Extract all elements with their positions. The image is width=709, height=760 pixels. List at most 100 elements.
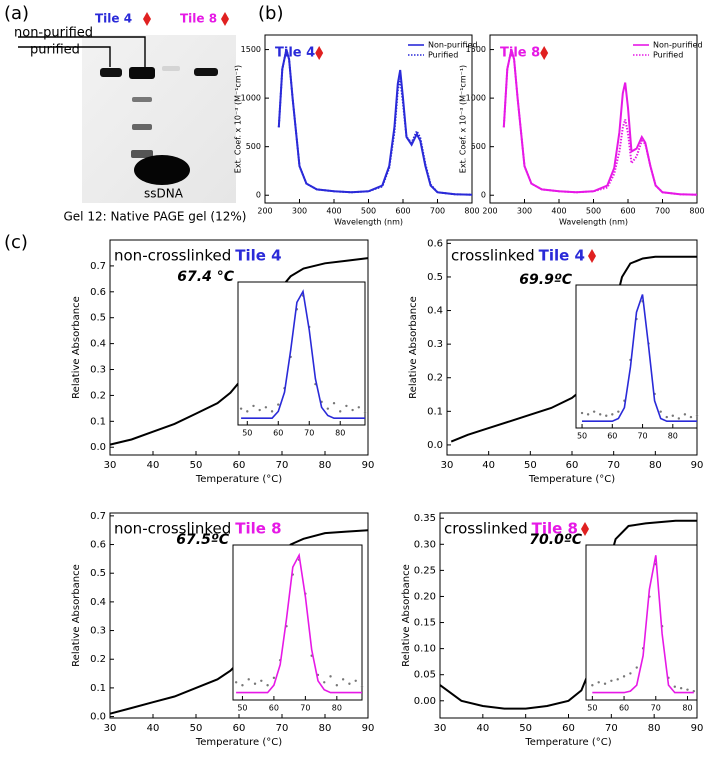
y-tick-label: 0.6 [427,238,443,249]
melting-temperature: 69.9ºC [519,272,572,288]
x-tick-label: 70 [276,460,289,471]
data-point [264,406,268,409]
y-tick-label: 1500 [466,45,486,54]
y-tick-label: 0.5 [90,568,106,579]
x-tick-label: 200 [482,207,497,216]
lane-label: Tile 4 [95,12,132,26]
x-tick-label: 700 [655,207,670,216]
y-tick-label: 0.4 [90,597,106,608]
chart-title: Tile 8 [500,46,540,61]
x-tick-label: 500 [361,207,376,216]
data-point [357,406,361,409]
gel-band [162,66,180,71]
chart-title-highlight: Tile 8 [532,520,578,538]
gel-band [129,67,155,79]
x-tick-label: 800 [689,207,704,216]
data-point [617,410,620,413]
melting-temperature: 67.5ºC [176,532,229,548]
y-axis-label: Relative Absorbance [401,564,412,667]
x-axis-label: Temperature (°C) [524,737,611,748]
x-tick-label: 70 [607,460,620,471]
data-point [241,684,244,687]
gel-band [194,68,218,76]
inset-frame [585,544,698,701]
y-tick-label: 0.15 [414,618,436,629]
data-point [270,410,274,413]
data-point [659,410,662,413]
x-tick-label: 90 [362,460,375,471]
melting-temperature: 70.0ºC [529,532,582,548]
chart-title-highlight: Tile 4 [539,247,585,265]
inset-background [233,545,362,700]
melting-temperature: 67.4 °C [177,269,234,285]
series-line [502,49,698,196]
gel-caption: Gel 12: Native PAGE gel (12%) [64,210,247,224]
y-tick-label: 0 [256,191,261,200]
x-tick-label: 60 [619,704,629,713]
x-tick-label: 40 [147,723,160,734]
x-tick-label: 40 [476,723,489,734]
data-point [326,407,330,410]
data-point [266,684,269,687]
x-axis-label: Temperature (°C) [528,474,615,485]
data-point [253,682,257,685]
data-point [258,408,261,412]
series-line [236,552,362,694]
y-tick-label: 0.00 [414,696,436,707]
data-point [679,686,683,690]
x-tick-label: 400 [326,207,341,216]
x-tick-label: 300 [517,207,532,216]
data-point [671,414,674,417]
legend-label: Non-purified [428,41,478,50]
chart-title: Tile 4 [275,46,315,61]
ssdna-label: ssDNA [144,187,184,201]
gel-band [100,68,122,77]
data-point [277,403,280,406]
x-tick-label: 70 [651,704,661,713]
y-tick-label: 0.3 [90,365,106,376]
data-point [622,675,626,678]
bracket [18,46,111,67]
x-tick-label: 600 [395,207,410,216]
y-tick-label: 0.1 [90,683,106,694]
panel-label: (b) [258,3,283,24]
y-tick-label: 0.20 [414,591,436,602]
data-point [603,682,607,685]
y-tick-label: 0.5 [90,313,106,324]
data-point [686,688,689,691]
y-tick-label: 0.1 [427,406,443,417]
x-axis-label: Wavelength (nm) [334,218,403,227]
x-tick-label: 80 [332,704,342,713]
y-tick-label: 0.2 [90,390,106,401]
x-tick-label: 30 [441,460,454,471]
x-tick-label: 80 [335,429,345,438]
data-point [348,682,351,685]
x-tick-label: 200 [257,207,272,216]
data-point [677,417,681,420]
y-tick-label: 0.6 [90,540,106,551]
data-point [597,681,600,684]
y-tick-label: 1000 [466,94,486,103]
series-line [241,289,365,419]
panel-label: (a) [4,3,29,24]
chart-title: non-crosslinked [114,520,231,538]
x-tick-label: 70 [637,432,647,441]
panel-label: (c) [4,232,28,253]
data-point [260,679,263,683]
y-tick-label: 500 [471,142,486,151]
data-point [272,676,276,680]
legend-label: Purified [653,51,683,60]
data-point [692,689,696,693]
inset-frame [575,284,698,429]
data-point [689,415,693,419]
x-tick-label: 800 [464,207,479,216]
x-tick-label: 80 [649,460,662,471]
y-tick-label: 0.2 [90,654,106,665]
x-tick-label: 50 [577,432,587,441]
y-tick-label: 0.6 [90,287,106,298]
x-tick-label: 400 [551,207,566,216]
data-point [252,404,255,408]
chart-title: crosslinked [451,247,535,265]
data-point [351,408,354,412]
x-tick-label: 60 [566,460,579,471]
